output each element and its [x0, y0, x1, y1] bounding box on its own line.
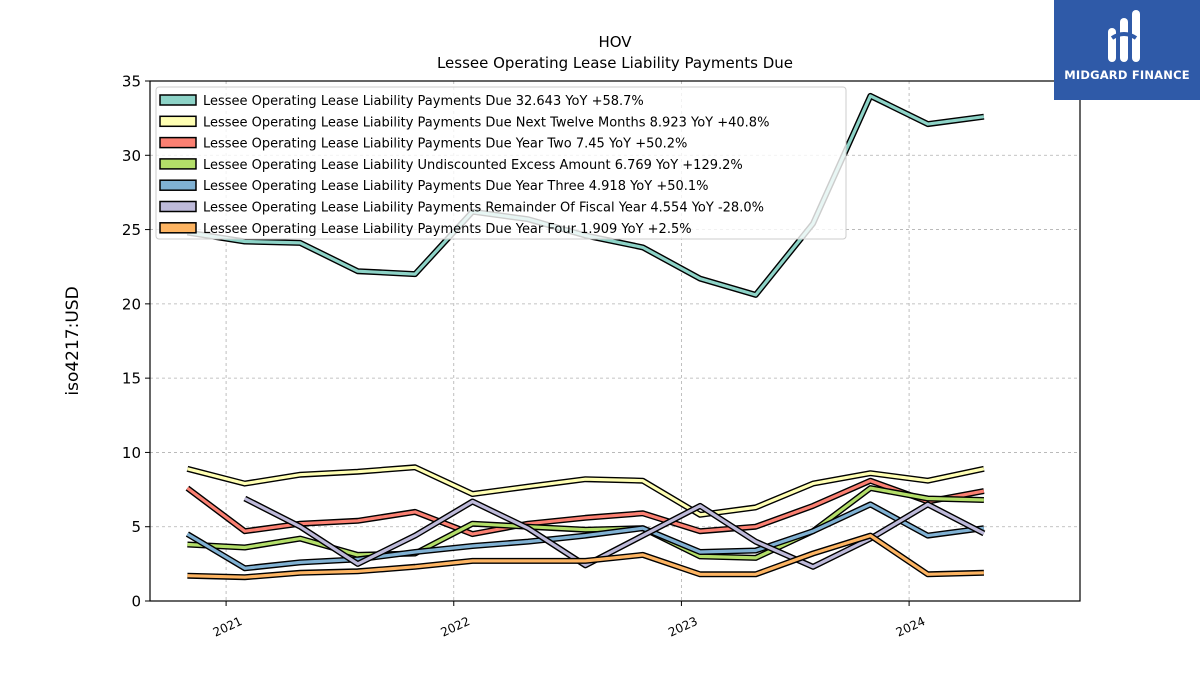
- legend-label: Lessee Operating Lease Liability Payment…: [203, 222, 692, 237]
- y-tick-label: 35: [122, 73, 141, 91]
- series-4: [187, 485, 984, 561]
- legend-label: Lessee Operating Lease Liability Undisco…: [203, 158, 743, 173]
- plot-frame: [149, 80, 1081, 602]
- legend-swatch: [159, 222, 197, 234]
- series-6: [243, 495, 986, 570]
- legend-label: Lessee Operating Lease Liability Payment…: [203, 201, 764, 216]
- legend-item: Lessee Operating Lease Liability Payment…: [159, 222, 692, 237]
- y-tick-label: 30: [122, 147, 141, 165]
- legend-box: [155, 86, 847, 240]
- legend-swatch: [159, 94, 197, 106]
- series-layer: [185, 92, 986, 581]
- legend-item: Lessee Operating Lease Liability Payment…: [159, 115, 769, 130]
- series-line: [186, 479, 985, 536]
- x-tick-label: 2024: [894, 614, 928, 640]
- legend-label: Lessee Operating Lease Liability Payment…: [203, 94, 644, 109]
- y-tick-label: 0: [131, 593, 141, 611]
- legend-swatch: [159, 115, 197, 128]
- brand-logo: MIDGARD FINANCE: [1054, 0, 1200, 100]
- logo-mark-icon: [1108, 10, 1140, 62]
- legend-item: Lessee Operating Lease Liability Payment…: [159, 179, 709, 194]
- y-axis-label: iso4217:USD: [63, 286, 83, 395]
- legend-label: Lessee Operating Lease Liability Payment…: [203, 137, 687, 152]
- legend-label: Lessee Operating Lease Liability Payment…: [203, 179, 709, 194]
- series-2: [186, 464, 985, 518]
- series-line: [187, 486, 984, 560]
- series-3: [185, 477, 985, 538]
- legend: Lessee Operating Lease Liability Payment…: [155, 86, 847, 240]
- legend-swatch: [159, 158, 197, 170]
- chart-subtitle: Lessee Operating Lease Liability Payment…: [437, 54, 793, 72]
- legend-item: Lessee Operating Lease Liability Undisco…: [159, 158, 743, 173]
- legend-item: Lessee Operating Lease Liability Payment…: [159, 200, 764, 216]
- legend-swatch: [159, 136, 197, 149]
- series-7: [187, 532, 984, 581]
- series-5: [185, 501, 985, 572]
- x-tick-label: 2022: [438, 614, 472, 640]
- x-tick-label: 2023: [666, 614, 700, 640]
- series-line: [187, 465, 985, 517]
- legend-label: Lessee Operating Lease Liability Payment…: [203, 115, 769, 130]
- y-tick-label: 20: [122, 295, 141, 313]
- y-tick-label: 10: [122, 444, 141, 462]
- legend-swatch: [159, 200, 197, 213]
- legend-item: Lessee Operating Lease Liability Payment…: [159, 136, 687, 152]
- logo-text: MIDGARD FINANCE: [1064, 68, 1190, 82]
- series-line: [187, 534, 984, 579]
- series-line: [244, 497, 985, 569]
- y-tick-label: 5: [131, 518, 141, 536]
- axes: 0 5 10 15 20 25 30 35 2021 2022 2023 2024: [122, 73, 927, 640]
- y-tick-label: 15: [122, 370, 141, 388]
- legend-swatch: [159, 179, 197, 191]
- x-tick-label: 2021: [211, 614, 245, 640]
- series-line: [186, 502, 985, 570]
- legend-item: Lessee Operating Lease Liability Payment…: [159, 94, 644, 109]
- chart-title: HOV: [598, 33, 632, 51]
- y-tick-label: 25: [122, 221, 141, 239]
